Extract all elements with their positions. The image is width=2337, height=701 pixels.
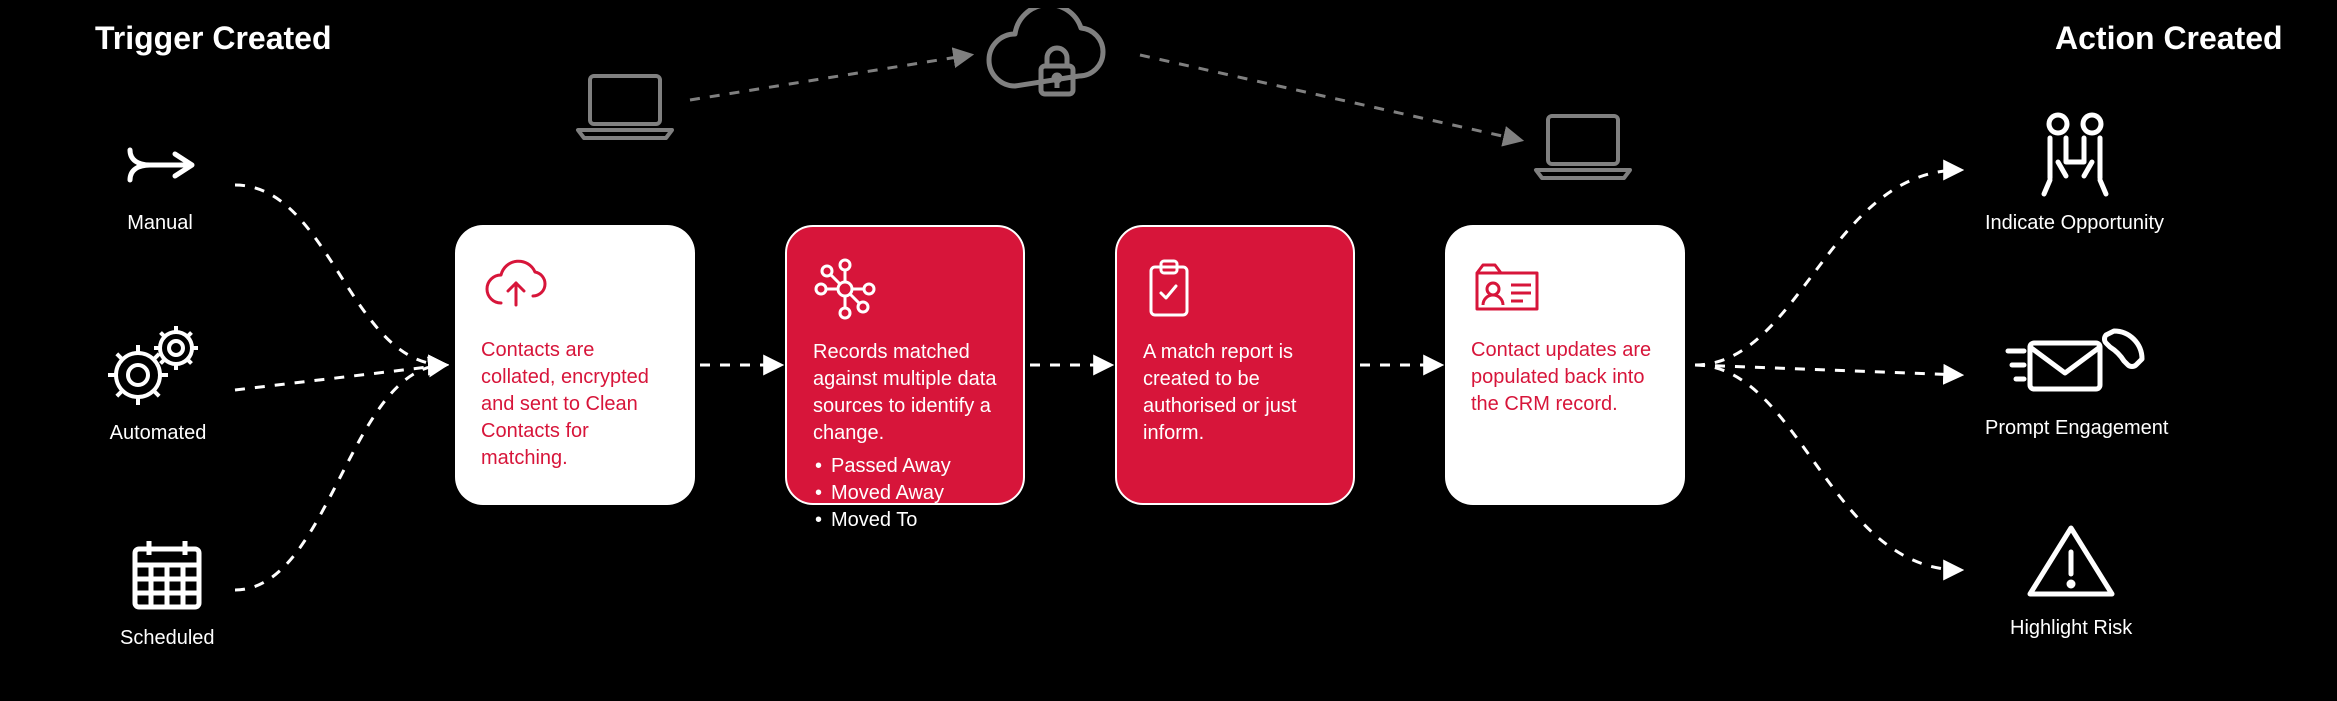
network-icon xyxy=(813,257,997,321)
trigger-automated: Automated xyxy=(108,320,208,445)
action-engagement: Prompt Engagement xyxy=(1985,315,2168,440)
hand-pointer-icon xyxy=(120,130,200,200)
bullet-moved-away: Moved Away xyxy=(813,480,997,507)
card-collate-text: Contacts are collated, encrypted and sen… xyxy=(481,337,669,472)
trigger-scheduled: Scheduled xyxy=(120,535,215,650)
handshake-icon xyxy=(2020,110,2130,200)
heading-action: Action Created xyxy=(2055,20,2283,57)
trigger-scheduled-label: Scheduled xyxy=(120,627,215,650)
connector-risk xyxy=(1695,365,1960,570)
gears-icon xyxy=(108,320,208,410)
trigger-manual: Manual xyxy=(120,130,200,235)
trigger-automated-label: Automated xyxy=(110,422,207,445)
action-risk: Highlight Risk xyxy=(2010,520,2132,640)
action-risk-label: Highlight Risk xyxy=(2010,617,2132,640)
contact-card-icon xyxy=(1471,255,1659,319)
connector-laptop-cloud xyxy=(690,55,970,100)
connector-engagement xyxy=(1695,365,1960,375)
card-match-text: Records matched against multiple data so… xyxy=(813,339,997,534)
calendar-icon xyxy=(127,535,207,615)
bullet-passed-away: Passed Away xyxy=(813,453,997,480)
heading-trigger: Trigger Created xyxy=(95,20,332,57)
connector-automated xyxy=(235,365,445,390)
warning-icon xyxy=(2024,520,2119,605)
card-collate: Contacts are collated, encrypted and sen… xyxy=(455,225,695,505)
laptop-left-icon xyxy=(570,68,680,143)
connector-scheduled xyxy=(235,365,445,590)
connector-manual xyxy=(235,185,445,365)
card-update: Contact updates are populated back into … xyxy=(1445,225,1685,505)
card-match: Records matched against multiple data so… xyxy=(785,225,1025,505)
connector-opportunity xyxy=(1695,170,1960,365)
bullet-moved-to: Moved To xyxy=(813,507,997,534)
connector-cloud-laptop xyxy=(1140,55,1520,140)
card-report-text: A match report is created to be authoris… xyxy=(1143,339,1327,447)
card-match-desc: Records matched against multiple data so… xyxy=(813,341,996,444)
card-update-text: Contact updates are populated back into … xyxy=(1471,337,1659,418)
action-opportunity: Indicate Opportunity xyxy=(1985,110,2164,235)
action-opportunity-label: Indicate Opportunity xyxy=(1985,212,2164,235)
cloud-upload-icon xyxy=(481,255,669,319)
card-report: A match report is created to be authoris… xyxy=(1115,225,1355,505)
cloud-lock-icon xyxy=(975,8,1135,118)
card-match-bullets: Passed Away Moved Away Moved To xyxy=(813,453,997,534)
laptop-right-icon xyxy=(1528,108,1638,183)
action-engagement-label: Prompt Engagement xyxy=(1985,417,2168,440)
clipboard-check-icon xyxy=(1143,257,1327,321)
trigger-manual-label: Manual xyxy=(127,212,193,235)
mail-phone-icon xyxy=(2002,315,2152,405)
